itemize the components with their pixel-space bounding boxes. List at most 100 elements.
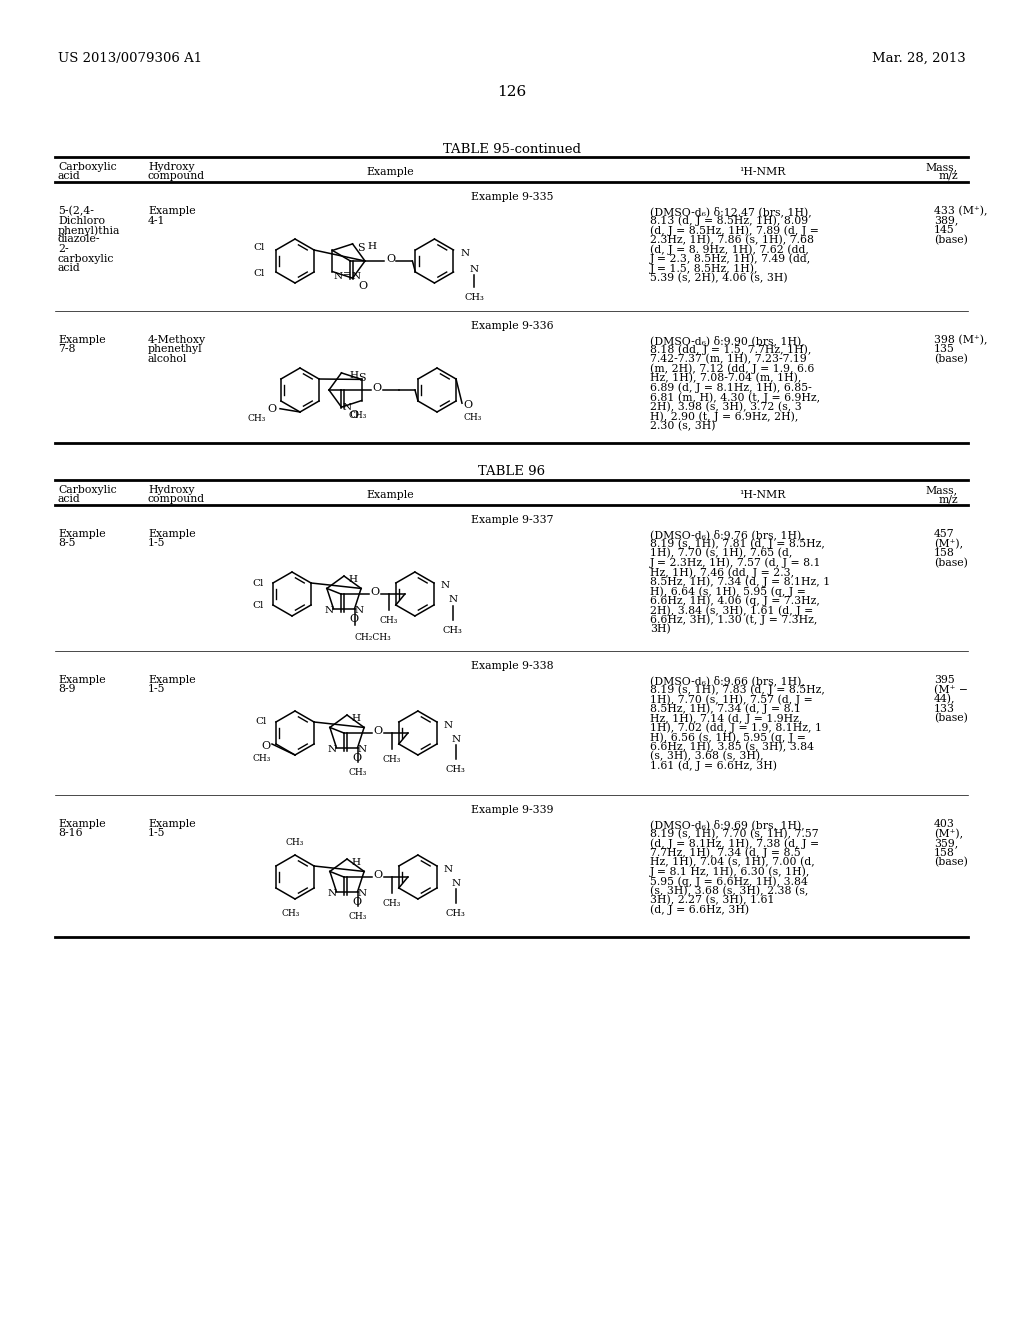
Text: US 2013/0079306 A1: US 2013/0079306 A1 [58,51,202,65]
Text: (d, J = 6.6Hz, 3H): (d, J = 6.6Hz, 3H) [650,904,750,915]
Text: (m, 2H), 7.12 (dd, J = 1.9, 6.6: (m, 2H), 7.12 (dd, J = 1.9, 6.6 [650,363,814,374]
Text: 133: 133 [934,704,955,714]
Text: N: N [452,734,461,743]
Text: N: N [327,744,336,754]
Text: 1H), 7.02 (dd, J = 1.9, 8.1Hz, 1: 1H), 7.02 (dd, J = 1.9, 8.1Hz, 1 [650,722,822,733]
Text: 6.6Hz, 3H), 1.30 (t, J = 7.3Hz,: 6.6Hz, 3H), 1.30 (t, J = 7.3Hz, [650,615,817,626]
Text: CH₃: CH₃ [253,754,271,763]
Text: Hz, 1H), 7.08-7.04 (m, 1H),: Hz, 1H), 7.08-7.04 (m, 1H), [650,374,802,383]
Text: compound: compound [148,494,205,504]
Text: H: H [348,576,357,583]
Text: acid: acid [58,263,81,273]
Text: 395: 395 [934,675,954,685]
Text: CH₂CH₃: CH₂CH₃ [354,632,391,642]
Text: (s, 3H), 3.68 (s, 3H), 2.38 (s,: (s, 3H), 3.68 (s, 3H), 2.38 (s, [650,886,808,896]
Text: Carboxylic: Carboxylic [58,162,117,172]
Text: 8-16: 8-16 [58,829,83,838]
Text: 8.13 (d, J = 8.5Hz, 1H), 8.09: 8.13 (d, J = 8.5Hz, 1H), 8.09 [650,215,808,226]
Text: N: N [342,403,351,412]
Text: CH₃: CH₃ [348,912,367,920]
Text: N: N [461,248,470,257]
Text: 6.6Hz, 1H), 3.85 (s, 3H), 3.84: 6.6Hz, 1H), 3.85 (s, 3H), 3.84 [650,742,814,752]
Text: 403: 403 [934,818,954,829]
Text: H), 6.64 (s, 1H), 5.95 (q, J =: H), 6.64 (s, 1H), 5.95 (q, J = [650,586,806,597]
Text: H: H [351,714,360,723]
Text: 2-: 2- [58,244,69,253]
Text: CH₃: CH₃ [248,414,266,424]
Text: CH₃: CH₃ [445,766,466,774]
Text: S: S [358,374,367,383]
Text: 5-(2,4-: 5-(2,4- [58,206,94,216]
Text: m/z: m/z [938,494,958,504]
Text: (DMSO-d₆) δ:9.66 (brs, 1H),: (DMSO-d₆) δ:9.66 (brs, 1H), [650,675,805,686]
Text: 7.7Hz, 1H), 7.34 (d, J = 8.5: 7.7Hz, 1H), 7.34 (d, J = 8.5 [650,847,801,858]
Text: (base): (base) [934,235,968,244]
Text: Hz, 1H), 7.04 (s, 1H), 7.00 (d,: Hz, 1H), 7.04 (s, 1H), 7.00 (d, [650,857,815,867]
Text: (s, 3H), 3.68 (s, 3H),: (s, 3H), 3.68 (s, 3H), [650,751,764,762]
Text: N: N [351,272,360,281]
Text: 8.18 (dd, J = 1.5, 7.7Hz, 1H),: 8.18 (dd, J = 1.5, 7.7Hz, 1H), [650,345,811,355]
Text: 3H), 2.27 (s, 3H), 1.61: 3H), 2.27 (s, 3H), 1.61 [650,895,774,906]
Text: compound: compound [148,172,205,181]
Text: N: N [354,606,364,615]
Text: ¹H-NMR: ¹H-NMR [738,168,785,177]
Text: Example 9-337: Example 9-337 [471,515,553,525]
Text: CH₃: CH₃ [463,413,481,422]
Text: O: O [463,400,472,411]
Text: CH₃: CH₃ [445,909,466,917]
Text: Hz, 1H), 7.46 (dd, J = 2.3,: Hz, 1H), 7.46 (dd, J = 2.3, [650,568,795,578]
Text: Example: Example [58,335,105,345]
Text: Mass,: Mass, [926,162,958,172]
Text: 8.19 (s, 1H), 7.81 (d, J = 8.5Hz,: 8.19 (s, 1H), 7.81 (d, J = 8.5Hz, [650,539,825,549]
Text: 2.30 (s, 3H): 2.30 (s, 3H) [650,421,716,430]
Text: (DMSO-d₆) δ:12.47 (brs, 1H),: (DMSO-d₆) δ:12.47 (brs, 1H), [650,206,812,216]
Text: m/z: m/z [938,172,958,181]
Text: (base): (base) [934,354,968,364]
Text: (base): (base) [934,713,968,723]
Text: 158: 158 [934,847,954,858]
Text: alcohol: alcohol [148,354,187,364]
Text: ¹H-NMR: ¹H-NMR [738,490,785,500]
Text: (M⁺ −: (M⁺ − [934,685,968,694]
Text: Hydroxy: Hydroxy [148,484,195,495]
Text: O: O [349,614,358,624]
Text: H: H [368,242,377,251]
Text: O: O [267,404,276,413]
Text: (M⁺),: (M⁺), [934,539,964,549]
Text: Example: Example [58,529,105,539]
Text: 457: 457 [934,529,954,539]
Text: O: O [374,726,382,737]
Text: Example 9-335: Example 9-335 [471,191,553,202]
Text: N: N [470,264,479,273]
Text: 1-5: 1-5 [148,829,166,838]
Text: 1H), 7.70 (s, 1H), 7.65 (d,: 1H), 7.70 (s, 1H), 7.65 (d, [650,548,793,558]
Text: 2.3Hz, 1H), 7.86 (s, 1H), 7.68: 2.3Hz, 1H), 7.86 (s, 1H), 7.68 [650,235,814,244]
Text: Example 9-336: Example 9-336 [471,321,553,331]
Text: 7-8: 7-8 [58,345,76,355]
Text: CH₃: CH₃ [282,909,300,917]
Text: acid: acid [58,172,81,181]
Text: N: N [324,606,333,615]
Text: 1H), 7.70 (s, 1H), 7.57 (d, J =: 1H), 7.70 (s, 1H), 7.57 (d, J = [650,694,813,705]
Text: O: O [386,253,395,264]
Text: 8.19 (s, 1H), 7.70 (s, 1H), 7.57: 8.19 (s, 1H), 7.70 (s, 1H), 7.57 [650,829,818,838]
Text: (M⁺),: (M⁺), [934,829,964,838]
Text: S: S [357,243,366,253]
Text: 1.61 (d, J = 6.6Hz, 3H): 1.61 (d, J = 6.6Hz, 3H) [650,760,777,771]
Text: 44),: 44), [934,694,955,705]
Text: N: N [443,865,453,874]
Text: phenyl)thia: phenyl)thia [58,224,121,235]
Text: Mar. 28, 2013: Mar. 28, 2013 [872,51,966,65]
Text: O: O [352,752,361,763]
Text: diazole-: diazole- [58,235,100,244]
Text: H: H [351,858,360,867]
Text: CH₃: CH₃ [383,755,401,764]
Text: 145: 145 [934,224,954,235]
Text: Hydroxy: Hydroxy [148,162,195,172]
Text: J = 1.5, 8.5Hz, 1H),: J = 1.5, 8.5Hz, 1H), [650,263,759,273]
Text: carboxylic: carboxylic [58,253,115,264]
Text: 8.5Hz, 1H), 7.34 (d, J = 8.1Hz, 1: 8.5Hz, 1H), 7.34 (d, J = 8.1Hz, 1 [650,577,830,587]
Text: N: N [357,888,367,898]
Text: J = 2.3, 8.5Hz, 1H), 7.49 (dd,: J = 2.3, 8.5Hz, 1H), 7.49 (dd, [650,253,811,264]
Text: Example: Example [148,206,196,216]
